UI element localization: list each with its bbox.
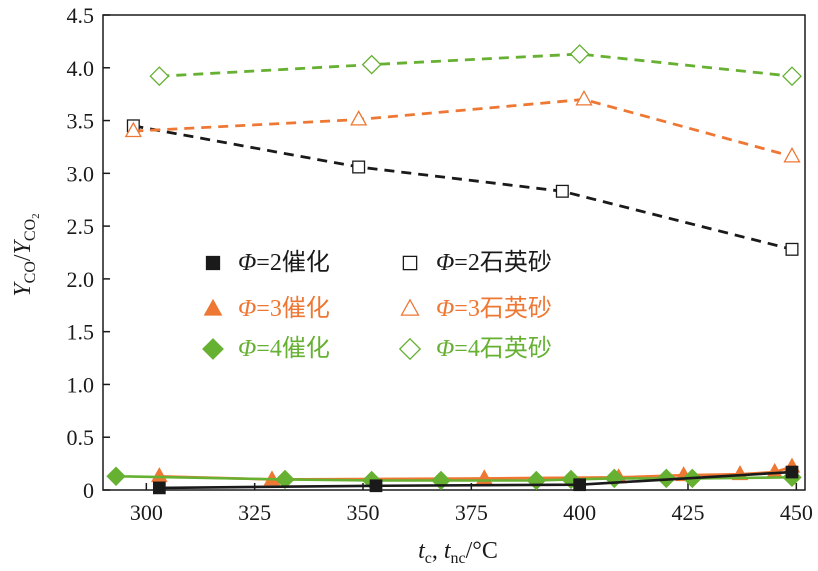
y-tick-label: 3.0 (67, 161, 95, 186)
legend-label: Φ=2催化 (238, 249, 330, 276)
legend-phi-symbol: Φ (238, 296, 256, 322)
data-point (569, 44, 590, 64)
data-point (785, 465, 799, 479)
legend-text: =4催化 (256, 335, 330, 362)
data-point (782, 66, 802, 87)
data-point (124, 121, 142, 138)
legend-phi-symbol: Φ (238, 336, 256, 362)
legend-text: =2催化 (256, 249, 330, 276)
legend-marker (400, 298, 420, 316)
series-quartz-5 (149, 44, 802, 87)
y-tick-label: 3.5 (67, 109, 95, 134)
y-tick-label: 0 (83, 478, 94, 503)
axes: 300 325 350 375 400 425 450 0 0.5 1.0 1.5 2.0 2.5 3.0… (67, 3, 813, 525)
data-point (783, 147, 801, 163)
series-quartz-3 (126, 119, 799, 256)
legend-marker (202, 338, 224, 360)
data-point (352, 160, 366, 174)
legend-phi-symbol: Φ (238, 250, 256, 276)
legend-label: Φ=2石英砂 (436, 249, 552, 276)
legend-label: Φ=3催化 (238, 295, 330, 322)
y-tick-label: 4.5 (67, 3, 95, 28)
x-tick-label: 325 (238, 500, 271, 525)
x-tick-label: 300 (130, 500, 163, 525)
y-tick-label: 2.5 (67, 214, 95, 239)
data-point (106, 466, 126, 486)
data-point (361, 54, 382, 75)
legend-text: =3催化 (256, 295, 330, 322)
y-tick-label: 4.0 (67, 56, 95, 81)
x-axis-label: tc, tnc/°C (418, 538, 498, 567)
x-tick-label: 450 (780, 500, 813, 525)
data-point (575, 90, 593, 106)
legend-label: Φ=3石英砂 (436, 295, 552, 322)
series-line (133, 124, 793, 251)
x-tick-label: 350 (347, 500, 380, 525)
legend-phi-symbol: Φ (436, 250, 454, 276)
y-tick-label: 1.0 (67, 372, 95, 397)
data-point (573, 478, 587, 492)
legend-label: Φ=4催化 (238, 335, 330, 362)
data-point (526, 470, 547, 491)
data-point (275, 469, 295, 490)
legend-phi-symbol: Φ (436, 296, 454, 322)
legend-text: =3石英砂 (454, 295, 552, 322)
data-point (152, 481, 166, 495)
data-point (150, 467, 168, 483)
y-tick-label: 1.5 (67, 320, 95, 345)
data-point (369, 479, 383, 493)
legend-marker (402, 255, 418, 271)
y-tick-label: 2.0 (67, 267, 95, 292)
legend-text: =4石英砂 (454, 335, 552, 362)
series-group (106, 44, 802, 495)
series-line (159, 470, 793, 490)
x-tick-label: 400 (563, 500, 596, 525)
legend-marker (203, 298, 223, 316)
series-quartz-4 (124, 90, 801, 163)
legend-marker (205, 255, 221, 271)
plot-frame (102, 14, 806, 491)
data-point (149, 66, 170, 87)
series-line (159, 52, 793, 78)
legend-text: =2石英砂 (454, 249, 552, 276)
x-tick-label: 375 (455, 500, 488, 525)
legend-marker (398, 337, 422, 361)
series-line (133, 98, 793, 158)
y-tick-label: 0.5 (67, 425, 95, 450)
x-tick-label: 425 (672, 500, 705, 525)
data-point (785, 242, 799, 256)
data-point (350, 110, 368, 126)
legend-label: Φ=4石英砂 (436, 335, 552, 362)
data-point (431, 470, 451, 491)
y-axis-label: YCO/YCO2 (10, 213, 42, 296)
series-catalyst-0 (152, 465, 799, 495)
data-point (555, 184, 569, 198)
legend-phi-symbol: Φ (436, 336, 454, 362)
